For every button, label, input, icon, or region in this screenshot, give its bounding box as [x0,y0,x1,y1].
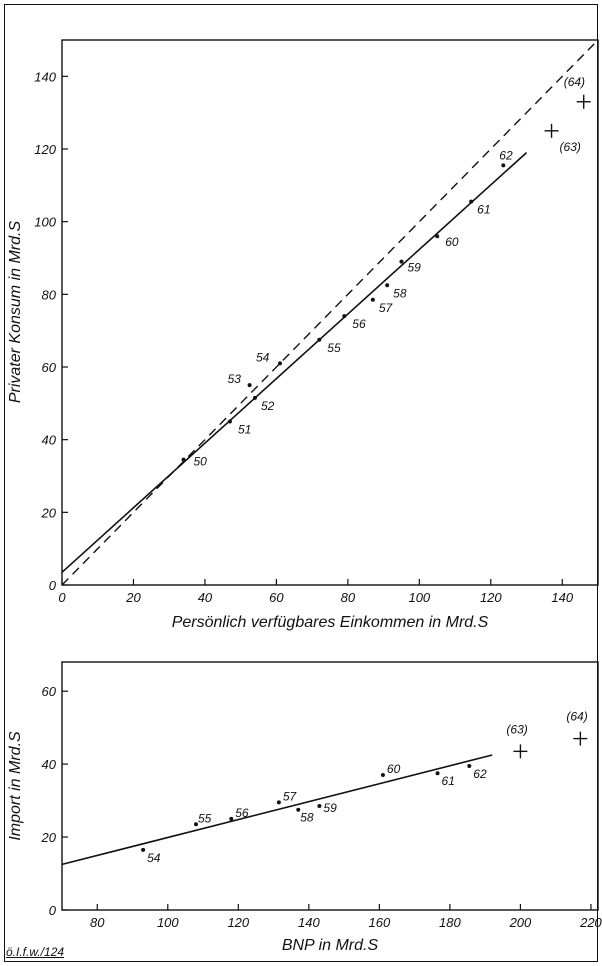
import-x-axis-label: BNP in Mrd.S [282,937,379,954]
consumption-point-label: 60 [445,235,459,249]
consumption-data-point [399,259,404,264]
consumption-y-tick-label: 20 [41,505,57,520]
import-point-label: 57 [283,789,298,803]
import-forecast-label: (64) [566,710,587,724]
consumption-data-point [435,234,440,239]
consumption-point-label: 54 [256,350,270,364]
consumption-y-tick-label: 120 [34,142,56,157]
consumption-data-point [370,297,375,302]
consumption-x-tick-label: 80 [341,590,356,605]
consumption-forecast-label: (64) [564,75,585,89]
import-data-point [276,800,281,805]
import-point-label: 58 [300,811,314,825]
import-x-tick-label: 180 [439,915,461,930]
import-data-point [229,816,234,821]
consumption-point-label: 56 [352,317,366,331]
consumption-point-label: 57 [379,301,394,315]
import-point-label: 59 [323,801,337,815]
import-y-axis-label: Import in Mrd.S [7,731,24,841]
consumption-y-tick-label: 60 [42,360,57,375]
consumption-regression-line [61,152,528,573]
consumption-forecast-label: (63) [560,140,581,154]
import-data-point [317,804,322,809]
consumption-point-label: 50 [193,455,207,469]
import-y-tick-label: 40 [42,757,57,772]
import-x-tick-label: 220 [579,915,602,930]
import-x-tick-label: 100 [157,915,179,930]
import-point-label: 60 [387,762,401,776]
import-point-label: 62 [473,767,487,781]
import-point-label: 55 [198,811,212,825]
consumption-data-point [342,314,347,319]
import-x-tick-label: 140 [298,915,320,930]
consumption-x-tick-label: 40 [198,590,213,605]
import-x-tick-label: 160 [369,915,391,930]
consumption-data-point [277,361,282,366]
consumption-point-label: 61 [477,203,490,217]
import-data-point [435,771,440,776]
consumption-point-label: 55 [327,341,341,355]
consumption-reference-line [61,39,599,586]
consumption-point-label: 58 [393,286,407,300]
consumption-x-tick-label: 0 [58,590,66,605]
consumption-x-tick-label: 60 [269,590,284,605]
import-x-tick-label: 200 [509,915,532,930]
consumption-data-point [252,395,257,400]
consumption-point-label: 51 [238,423,251,437]
footer-note: ö.I.f.w./124 [6,945,65,959]
import-plot-frame [61,661,599,911]
consumption-data-point [317,337,322,342]
import-y-tick-label: 20 [41,830,57,845]
consumption-x-tick-label: 100 [408,590,430,605]
import-x-tick-label: 80 [90,915,105,930]
consumption-y-tick-label: 140 [34,69,56,84]
consumption-x-tick-label: 20 [125,590,141,605]
consumption-y-tick-label: 0 [49,578,57,593]
import-forecast-label: (63) [506,722,527,736]
import-point-label: 56 [235,806,249,820]
import-point-label: 61 [442,774,455,788]
import-data-point [194,822,198,827]
consumption-data-point [181,457,186,462]
consumption-y-tick-label: 100 [34,215,56,230]
consumption-point-label: 52 [261,399,275,413]
consumption-data-point [501,163,506,168]
import-point-label: 54 [147,851,161,865]
import-data-point [141,847,146,852]
consumption-x-tick-label: 120 [480,590,502,605]
consumption-y-tick-label: 40 [42,433,57,448]
import-data-point [296,807,301,812]
consumption-data-point [469,199,474,204]
import-data-point [467,763,472,768]
consumption-x-tick-label: 140 [551,590,573,605]
consumption-point-label: 62 [499,148,513,162]
consumption-y-axis-label: Privater Konsum in Mrd.S [7,221,24,404]
consumption-x-axis-label: Persönlich verfügbares Einkommen in Mrd.… [172,614,489,631]
consumption-data-point [227,419,232,424]
import-regression-line [61,754,493,866]
import-x-tick-label: 120 [227,915,249,930]
consumption-data-point [247,383,252,388]
consumption-y-tick-label: 80 [42,287,57,302]
import-data-point [380,773,385,778]
import-y-tick-label: 0 [49,903,57,918]
consumption-point-label: 53 [228,372,242,386]
consumption-data-point [385,283,390,288]
consumption-point-label: 59 [407,261,421,275]
import-y-tick-label: 60 [42,684,57,699]
consumption-plot-frame [61,39,599,586]
